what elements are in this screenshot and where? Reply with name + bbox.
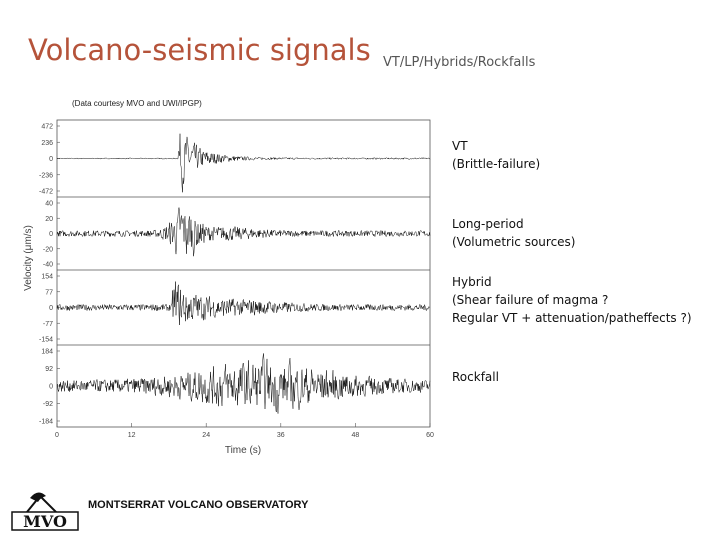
- annotation: (Shear failure of magma ?: [452, 293, 608, 307]
- x-tick-label: 36: [277, 432, 285, 439]
- waveform: [56, 133, 431, 193]
- x-tick-label: 12: [128, 432, 136, 439]
- y-tick-label: -20: [43, 246, 53, 253]
- y-tick-label: -154: [39, 337, 53, 344]
- y-tick-label: 20: [45, 216, 53, 223]
- x-tick-label: 48: [352, 432, 360, 439]
- annotation: (Brittle-failure): [452, 157, 540, 171]
- annotation: Rockfall: [452, 370, 499, 384]
- y-tick-label: -40: [43, 262, 53, 269]
- x-tick-label: 60: [426, 432, 434, 439]
- y-tick-label: 184: [41, 349, 53, 356]
- annotation: Long-period: [452, 217, 524, 231]
- waveform: [56, 281, 431, 326]
- logo: MVO: [11, 492, 79, 531]
- credit: (Data courtesy MVO and UWI/IPGP): [72, 99, 202, 108]
- y-tick-label: -92: [43, 401, 53, 408]
- y-tick-label: 77: [45, 289, 53, 296]
- subtitle: VT/LP/Hybrids/Rockfalls: [383, 55, 536, 70]
- y-tick-label: 0: [49, 384, 53, 391]
- logo-initials: MVO: [23, 512, 67, 531]
- waveform: [56, 353, 431, 414]
- y-tick-label: 0: [49, 231, 53, 238]
- x-tick-label: 24: [202, 432, 210, 439]
- plot-frame: [56, 119, 431, 428]
- y-tick-label: 472: [41, 124, 53, 131]
- y-tick-label: -472: [39, 189, 53, 196]
- annotation: (Volumetric sources): [452, 235, 575, 249]
- y-tick-label: 92: [45, 366, 53, 373]
- y-tick-label: -184: [39, 419, 53, 426]
- title: Volcano-seismic signals: [28, 33, 371, 67]
- y-tick-label: -236: [39, 172, 53, 179]
- annotation: Hybrid: [452, 275, 492, 289]
- y-tick-label: 0: [49, 156, 53, 163]
- x-axis-label: Time (s): [225, 445, 261, 456]
- y-axis-label: Velocity (μm/s): [23, 225, 34, 291]
- annotation: Regular VT + attenuation/patheffects ?): [452, 311, 692, 325]
- y-tick-label: 0: [49, 305, 53, 312]
- waveform: [56, 207, 431, 257]
- y-tick-label: 40: [45, 201, 53, 208]
- annotation: VT: [452, 139, 468, 153]
- logo-text: MONTSERRAT VOLCANO OBSERVATORY: [88, 499, 309, 511]
- y-tick-label: -77: [43, 321, 53, 328]
- y-tick-label: 154: [41, 274, 53, 281]
- y-tick-label: 236: [41, 140, 53, 147]
- x-tick-label: 0: [55, 432, 59, 439]
